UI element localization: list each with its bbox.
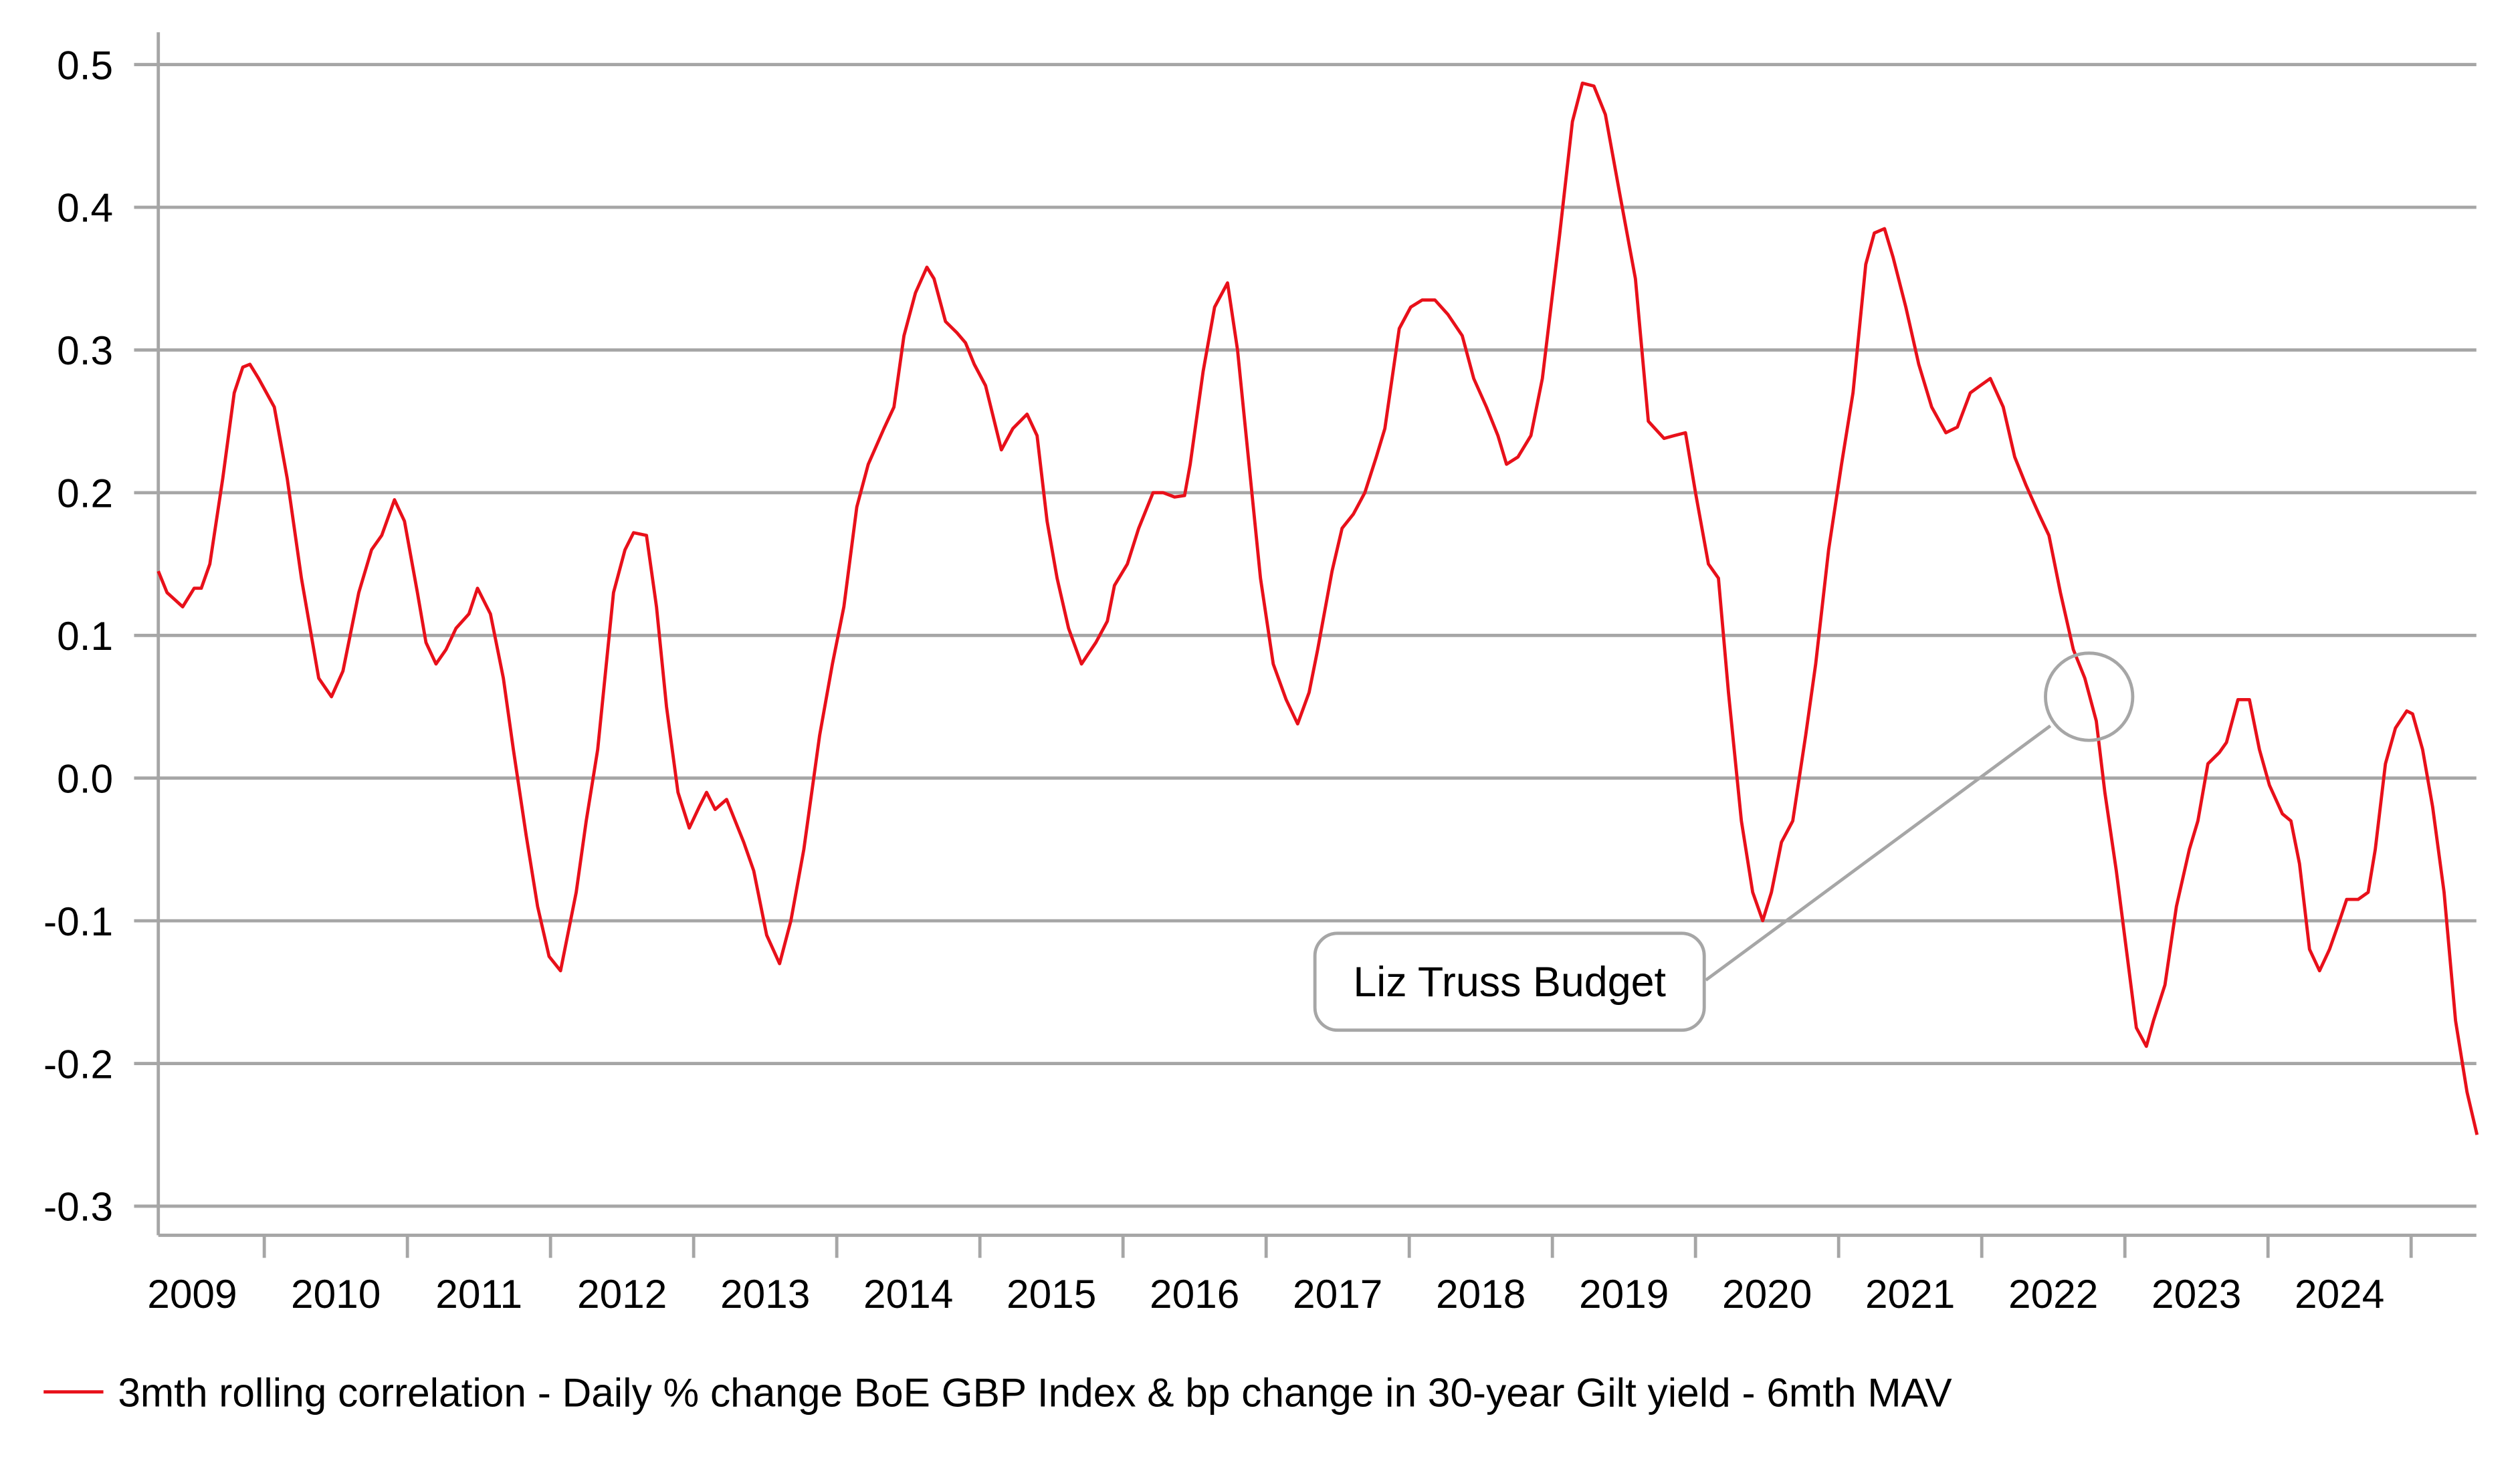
x-tick-label: 2009 bbox=[147, 1271, 237, 1317]
y-axis-ticks: 0.5 0.4 0.3 0.2 0.1 0.0 -0.1 -0.2 -0.3 bbox=[43, 42, 113, 1229]
y-tick-label: 0.2 bbox=[57, 471, 113, 516]
x-tick-label: 2019 bbox=[1579, 1271, 1669, 1317]
x-tick-label: 2021 bbox=[1865, 1271, 1955, 1317]
x-tick-label: 2013 bbox=[720, 1271, 810, 1317]
x-tick-label: 2012 bbox=[577, 1271, 667, 1317]
x-tick-label: 2014 bbox=[863, 1271, 953, 1317]
y-tick-label: -0.1 bbox=[43, 899, 113, 944]
annotation-leader-line bbox=[1705, 724, 2052, 982]
legend: 3mth rolling correlation - Daily % chang… bbox=[43, 1369, 1952, 1415]
x-tick-label: 2015 bbox=[1007, 1271, 1096, 1317]
y-tick-label: 0.4 bbox=[57, 185, 113, 231]
y-tick-label: -0.2 bbox=[43, 1041, 113, 1087]
x-axis: 2009 2010 2011 2012 2013 2014 2015 2016 2017 2018… bbox=[147, 1234, 2477, 1317]
x-tick-label: 2016 bbox=[1150, 1271, 1239, 1317]
legend-label: 3mth rolling correlation - Daily % chang… bbox=[118, 1369, 1952, 1415]
x-tick-label: 2018 bbox=[1436, 1271, 1526, 1317]
x-tick-label: 2023 bbox=[2151, 1271, 2241, 1317]
series-line bbox=[156, 81, 2479, 1135]
annotation-circle bbox=[2044, 651, 2135, 742]
x-tick-label: 2022 bbox=[2008, 1271, 2098, 1317]
gridlines bbox=[134, 32, 2477, 1236]
x-tick-label: 2010 bbox=[291, 1271, 381, 1317]
x-tick-label: 2024 bbox=[2295, 1271, 2384, 1317]
y-tick-label: 0.3 bbox=[57, 328, 113, 373]
x-tick-label: 2020 bbox=[1722, 1271, 1812, 1317]
y-tick-label: 0.0 bbox=[57, 756, 113, 801]
annotation-box bbox=[1313, 931, 1706, 1032]
liz-truss-annotation: Liz Truss Budget bbox=[1313, 651, 2135, 1032]
x-tick-label: 2017 bbox=[1293, 1271, 1382, 1317]
y-tick-label: 0.5 bbox=[57, 42, 113, 88]
y-tick-label: -0.3 bbox=[43, 1184, 113, 1230]
annotation-label: Liz Truss Budget bbox=[1353, 959, 1666, 1006]
y-tick-label: 0.1 bbox=[57, 613, 113, 659]
x-tick-label: 2011 bbox=[435, 1271, 522, 1317]
